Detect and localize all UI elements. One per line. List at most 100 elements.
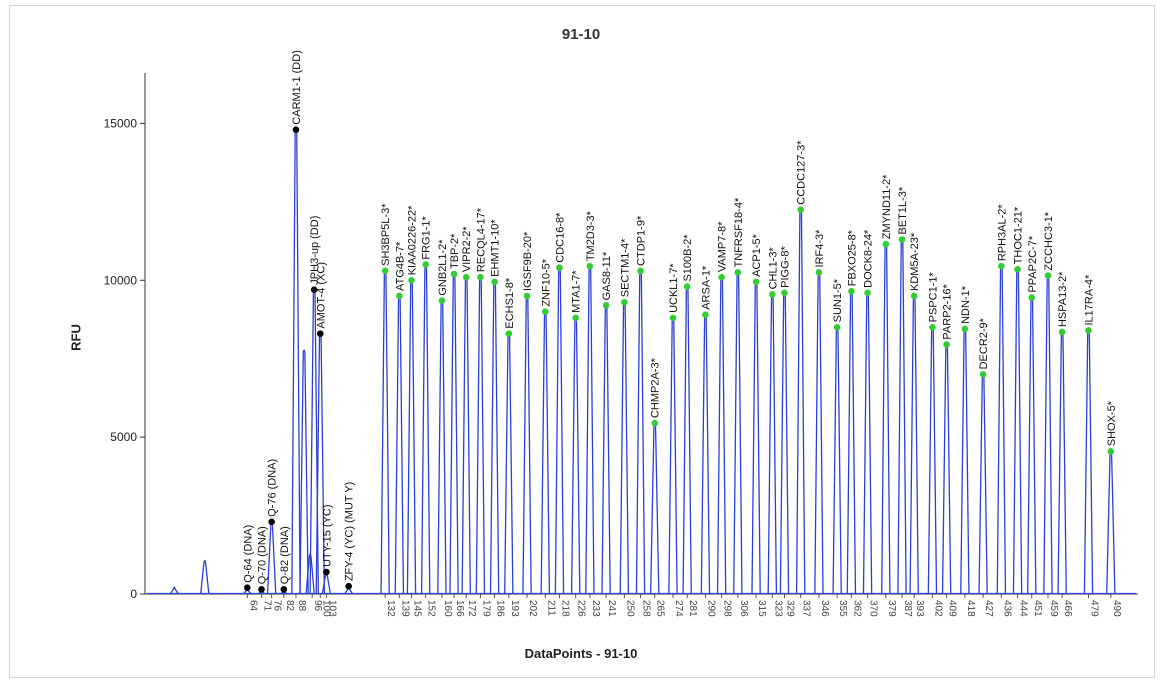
peak-trace	[814, 272, 824, 595]
x-tick-label: 418	[965, 600, 976, 617]
x-tick-label: 160	[442, 600, 453, 617]
probe-peak-marker	[462, 273, 470, 281]
peak-label: FBXO25-8*	[846, 229, 858, 286]
peak-label: SHOX-5*	[1106, 400, 1118, 446]
peak-trace	[1106, 451, 1116, 595]
x-tick-label: 323	[772, 600, 783, 617]
marker-layer	[244, 126, 1115, 593]
probe-peak-marker	[833, 324, 841, 331]
x-tick-label: 100	[320, 600, 331, 617]
x-tick-label: 379	[886, 600, 897, 617]
peak-trace	[881, 244, 891, 595]
control-peak-marker	[268, 518, 275, 526]
x-tick-label: 250	[624, 600, 635, 617]
peak-label: TNFRSF18-4*	[733, 197, 745, 267]
x-tick-label: 76	[272, 600, 283, 612]
probe-peak-marker	[1107, 447, 1115, 455]
peak-label: RECQL4-17*	[475, 207, 487, 272]
probe-peak-marker	[637, 267, 644, 275]
peak-label: KIAA0226-22*	[407, 205, 419, 275]
peak-label: DECR2-9*	[978, 317, 990, 369]
probe-peak-marker	[882, 240, 890, 248]
peak-label: PIGG-8*	[779, 246, 791, 288]
peak-label: EHMT1-10*	[490, 219, 502, 277]
x-tick-label: 387	[902, 600, 913, 617]
peak-trace	[779, 293, 790, 595]
peak-trace	[941, 344, 952, 595]
probe-peak-marker	[586, 262, 594, 270]
peak-trace	[960, 329, 970, 595]
peak-label: PARP2-16*	[942, 283, 954, 339]
peak-trace	[522, 296, 532, 595]
probe-peak-marker	[979, 371, 987, 378]
peak-trace	[570, 318, 581, 595]
peak-trace	[1012, 269, 1023, 595]
y-tick-label: 15000	[104, 116, 138, 130]
control-peak-marker	[316, 330, 324, 337]
x-tick-label: 202	[527, 600, 538, 617]
x-tick-label: 444	[1018, 600, 1029, 617]
x-tick-label: 427	[983, 600, 994, 617]
peak-trace	[540, 312, 551, 595]
probe-peak-marker	[450, 270, 458, 278]
y-tick-label: 10000	[104, 273, 138, 287]
peak-label: DOCK8-24*	[863, 229, 875, 288]
x-tick-label: 451	[1032, 600, 1043, 617]
probe-peak-marker	[734, 269, 742, 276]
peak-label: ARSA-1*	[700, 265, 712, 310]
peak-label: TBP-2*	[449, 233, 461, 269]
x-tick-label: 274	[673, 600, 684, 617]
peak-trace	[635, 271, 646, 595]
x-tick-label: 96	[312, 600, 323, 612]
peak-label: UCKL1-7*	[668, 263, 680, 313]
probe-peak-marker	[477, 273, 484, 281]
control-peak-marker	[280, 585, 288, 593]
probe-peak-marker	[505, 330, 513, 337]
probe-peak-marker	[491, 278, 498, 286]
probe-peak-marker	[556, 264, 563, 272]
y-tick-label: 0	[130, 587, 137, 601]
probe-peak-marker	[815, 269, 823, 276]
probe-peak-marker	[1028, 294, 1036, 301]
probe-peak-marker	[702, 311, 709, 319]
peak-label: THOC1-21*	[1013, 206, 1025, 264]
peak-label: NDN-1*	[960, 285, 972, 324]
probe-peak-marker	[381, 267, 389, 275]
probe-peak-marker	[541, 308, 549, 315]
probe-peak-marker	[1085, 327, 1092, 334]
x-tick-label: 402	[932, 600, 943, 617]
x-tick-label: 88	[296, 600, 307, 612]
probe-peak-marker	[1044, 272, 1052, 279]
peak-label: VIPR2-2*	[461, 226, 473, 273]
peak-label: SECTM1-4*	[619, 238, 631, 297]
peak-label: IRF4-3*	[814, 229, 826, 268]
peak-label: CDC16-8*	[554, 212, 566, 263]
peak-trace	[619, 302, 630, 595]
peak-label: JPH3-up (DD)	[309, 216, 321, 285]
peak-trace	[795, 210, 806, 595]
probe-peak-marker	[1058, 328, 1066, 336]
peak-label: Q-70 (DNA)	[257, 526, 269, 584]
peak-trace	[504, 333, 514, 595]
peak-label: CHMP2A-3*	[650, 357, 662, 418]
control-peak-marker	[323, 568, 330, 576]
probe-peak-marker	[669, 314, 677, 322]
x-tick-label: 298	[722, 600, 733, 617]
peak-trace	[420, 264, 431, 595]
peak-trace	[733, 272, 743, 595]
peak-label: CHL1-3*	[767, 246, 779, 289]
peak-trace	[585, 266, 595, 595]
probe-peak-marker	[769, 291, 776, 298]
x-tick-label: 265	[655, 600, 666, 617]
probe-peak-marker	[797, 206, 804, 213]
unlabeled-peak	[299, 349, 309, 595]
peak-label: KDM5A-23*	[909, 232, 921, 291]
probe-peak-marker	[651, 419, 659, 427]
unlabeled-peak	[305, 553, 315, 595]
peak-trace	[449, 274, 459, 595]
peak-label: ECHS1-8*	[504, 277, 516, 328]
x-tick-label: 82	[284, 600, 295, 612]
peak-label: FRG1-1*	[421, 215, 433, 259]
unlabeled-peak	[200, 559, 210, 595]
x-tick-label: 179	[480, 600, 491, 617]
